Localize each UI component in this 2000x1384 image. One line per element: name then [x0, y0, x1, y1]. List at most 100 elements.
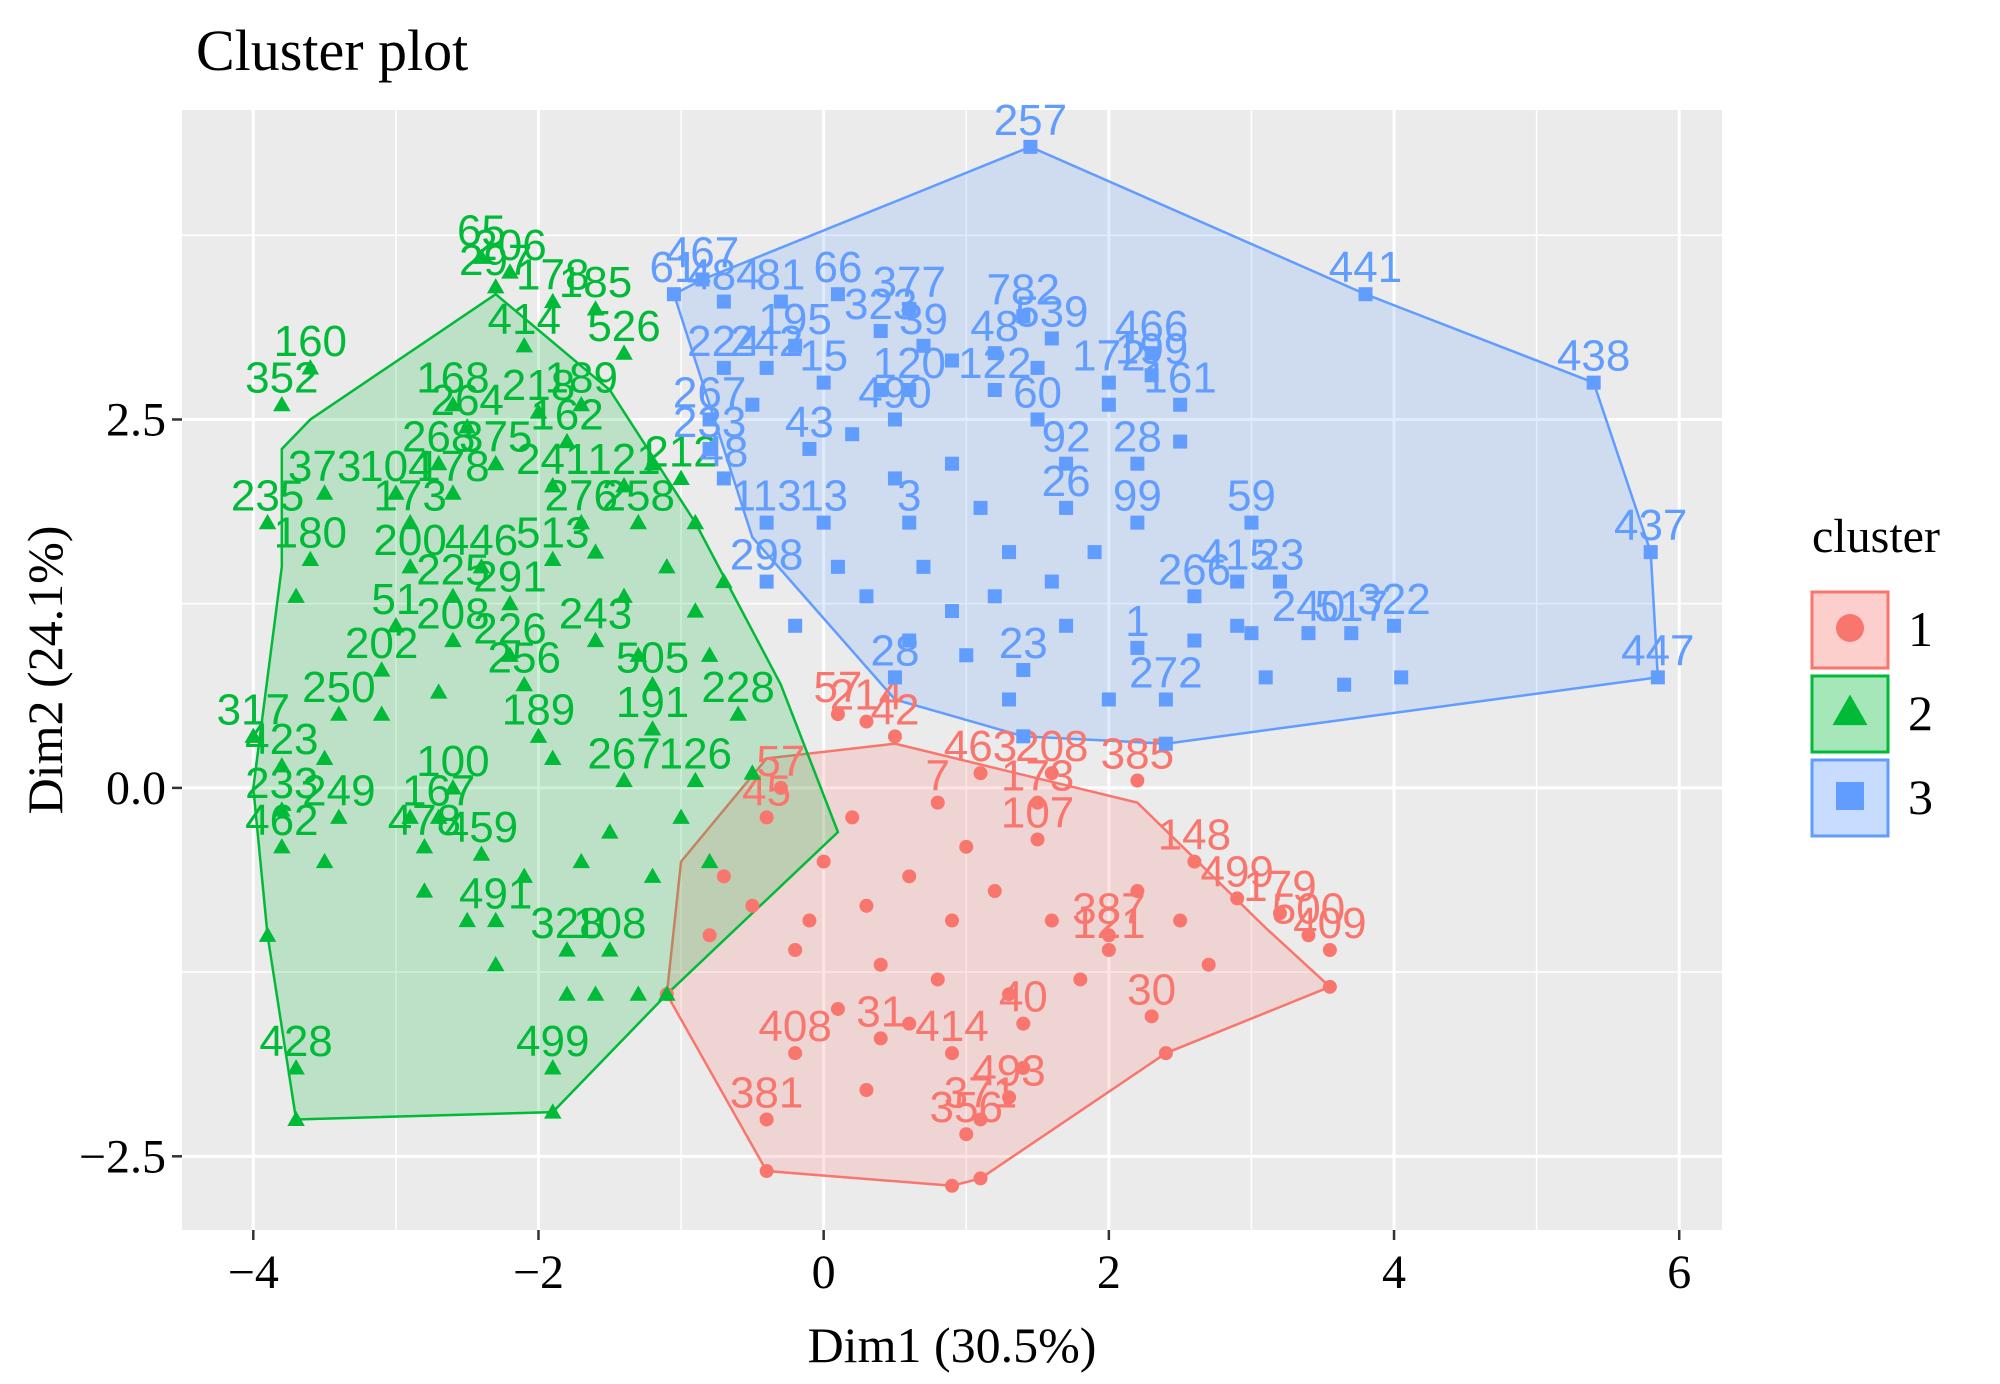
data-point-cluster-2: [301, 359, 320, 375]
point-label: 228: [701, 663, 774, 712]
data-point-cluster-1: [759, 1164, 774, 1179]
data-point-cluster-1: [902, 869, 917, 884]
legend-marker-3: [1836, 782, 1864, 810]
data-point-cluster-1: [973, 766, 988, 781]
data-point-cluster-1: [945, 1046, 959, 1061]
data-point-cluster-3: [759, 515, 774, 530]
data-point-cluster-2: [444, 779, 462, 795]
point-label: 23: [1255, 531, 1304, 580]
point-label: 65: [457, 206, 506, 255]
point-label: 513: [516, 508, 589, 557]
point-label: 81: [756, 251, 805, 300]
data-point-cluster-3: [716, 471, 731, 486]
data-point-cluster-2: [543, 1103, 562, 1119]
data-point-cluster-2: [558, 432, 576, 449]
data-point-cluster-3: [959, 648, 974, 663]
data-point-cluster-2: [572, 513, 591, 530]
point-label: 258: [602, 472, 675, 521]
data-point-cluster-3: [887, 670, 902, 685]
data-point-cluster-3: [1230, 574, 1245, 589]
data-point-cluster-3: [916, 338, 931, 353]
y-tick-label: −2.5: [79, 1130, 166, 1183]
data-point-cluster-3: [873, 383, 888, 397]
point-label: 120: [873, 339, 946, 388]
point-label: 505: [616, 634, 689, 683]
data-point-cluster-1: [873, 957, 888, 972]
point-label: 178: [516, 251, 589, 300]
data-point-cluster-1: [973, 1112, 988, 1127]
data-point-cluster-3: [1016, 729, 1031, 744]
data-point-cluster-1: [945, 913, 959, 928]
data-point-cluster-2: [643, 675, 662, 692]
point-label: 235: [231, 472, 304, 521]
data-point-cluster-1: [802, 913, 817, 928]
data-point-cluster-2: [572, 395, 591, 412]
point-label: 108: [573, 899, 646, 948]
data-point-cluster-3: [745, 397, 760, 412]
data-point-cluster-2: [315, 749, 334, 765]
data-point-cluster-2: [486, 278, 505, 294]
data-point-cluster-3: [859, 589, 874, 604]
point-label: 375: [459, 413, 532, 462]
point-label: 414: [915, 1002, 988, 1051]
data-point-cluster-2: [429, 808, 448, 824]
point-label: 493: [972, 1046, 1045, 1095]
data-point-cluster-1: [1158, 1046, 1173, 1061]
data-point-cluster-2: [629, 646, 648, 662]
point-label: 352: [245, 354, 318, 403]
data-point-cluster-1: [788, 1046, 803, 1061]
data-point-cluster-2: [486, 454, 505, 471]
data-point-cluster-2: [743, 764, 762, 780]
data-point-cluster-2: [672, 808, 690, 824]
point-label: 438: [1557, 332, 1630, 381]
point-label: 447: [1621, 626, 1694, 675]
point-label: 782: [987, 265, 1060, 314]
data-point-cluster-2: [700, 646, 719, 662]
data-point-cluster-2: [501, 263, 519, 279]
axes: −4 −2 0 2 4 6 −2.5 0.0 2.5: [79, 393, 1691, 1299]
data-point-cluster-2: [429, 683, 448, 699]
data-point-cluster-3: [1101, 397, 1116, 412]
data-point-cluster-3: [816, 515, 831, 530]
legend-label-1: 1: [1908, 601, 1933, 657]
point-label: 23: [999, 619, 1048, 668]
data-point-cluster-1: [859, 898, 874, 913]
data-point-cluster-2: [444, 631, 462, 648]
point-label: 121: [587, 435, 660, 484]
data-point-cluster-2: [273, 757, 291, 773]
point-label: 189: [545, 354, 618, 403]
legend: cluster 1 2 3: [1810, 510, 1940, 838]
point-label: 249: [302, 766, 375, 815]
point-label: 172: [1072, 332, 1145, 381]
point-label: 113: [732, 472, 802, 521]
data-point-cluster-2: [372, 661, 391, 677]
data-point-cluster-3: [945, 604, 959, 619]
data-point-cluster-3: [1130, 456, 1145, 471]
data-point-cluster-1: [930, 972, 945, 987]
point-label: 15: [799, 332, 848, 381]
point-label: 517: [1315, 582, 1388, 631]
x-tick-label: 0: [812, 1246, 836, 1299]
data-point-cluster-1: [1016, 1016, 1031, 1031]
cluster-hulls: [252, 145, 1660, 1188]
data-point-cluster-2: [529, 727, 548, 743]
x-tick-label: 6: [1667, 1246, 1691, 1299]
data-point-cluster-3: [1101, 692, 1116, 707]
data-point-cluster-3: [1016, 309, 1031, 324]
data-point-cluster-2: [615, 771, 633, 788]
data-point-cluster-3: [1059, 618, 1074, 633]
data-point-cluster-2: [586, 631, 605, 648]
data-point-cluster-2: [273, 838, 291, 854]
data-point-cluster-2: [330, 808, 348, 824]
point-label: 356: [930, 1083, 1003, 1132]
data-point-cluster-2: [415, 882, 434, 898]
legend-marker-2: [1832, 694, 1868, 726]
point-label: 30: [1127, 965, 1176, 1014]
data-point-cluster-2: [444, 395, 462, 412]
point-label: 467: [666, 228, 739, 277]
point-label: 256: [488, 634, 561, 683]
data-point-cluster-3: [1130, 515, 1145, 530]
data-point-cluster-3: [1002, 545, 1017, 560]
point-label: 266: [1158, 545, 1231, 594]
